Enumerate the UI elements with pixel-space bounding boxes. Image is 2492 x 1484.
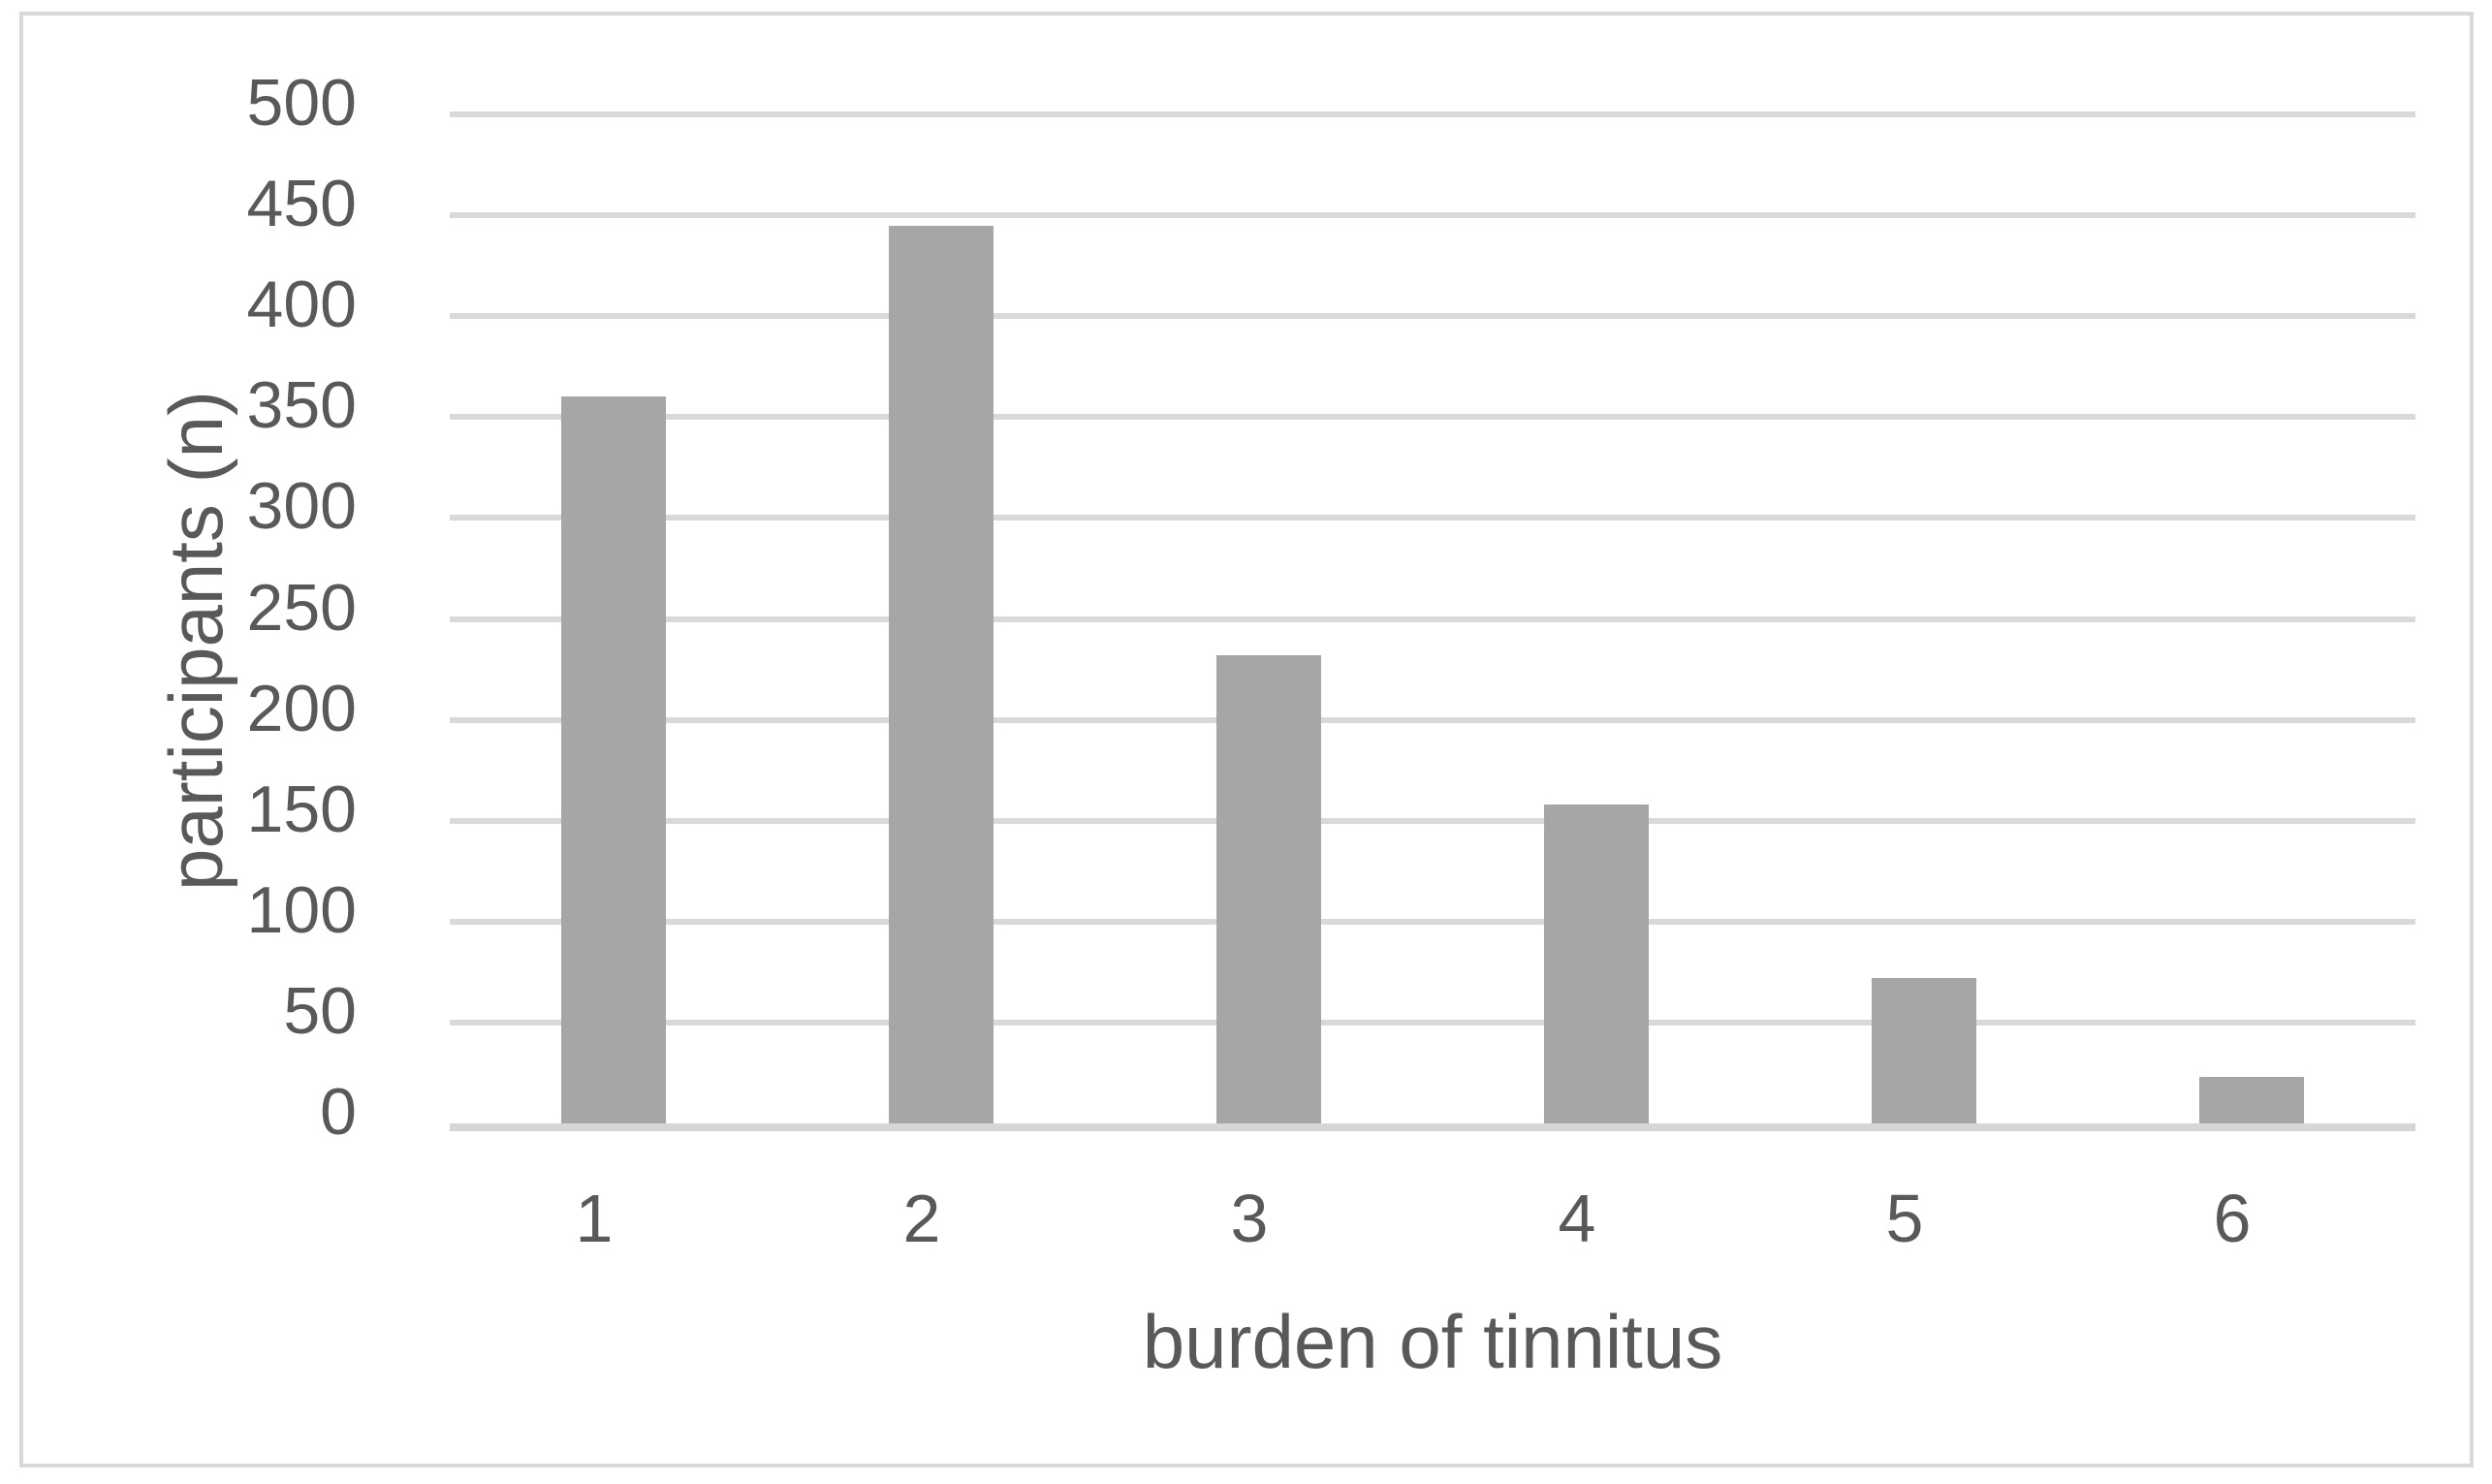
x-category-label-1: 1 bbox=[575, 1181, 614, 1256]
x-axis-line bbox=[450, 1123, 2415, 1131]
y-tick-label-350: 350 bbox=[246, 368, 357, 443]
y-tick-label-250: 250 bbox=[246, 570, 357, 645]
gridline bbox=[450, 616, 2415, 622]
y-tick-label-150: 150 bbox=[246, 772, 357, 846]
bar-category-6 bbox=[2199, 1077, 2304, 1123]
gridline bbox=[450, 212, 2415, 219]
bar-category-2 bbox=[889, 225, 994, 1123]
plot-area bbox=[450, 111, 2415, 1131]
y-tick-label-50: 50 bbox=[283, 973, 357, 1048]
gridline bbox=[450, 313, 2415, 320]
bar-category-3 bbox=[1216, 654, 1321, 1123]
bar-category-4 bbox=[1544, 805, 1649, 1123]
gridline bbox=[450, 1019, 2415, 1026]
x-category-label-3: 3 bbox=[1230, 1181, 1269, 1256]
gridline bbox=[450, 918, 2415, 925]
y-tick-label-100: 100 bbox=[246, 872, 357, 947]
y-tick-label-200: 200 bbox=[246, 671, 357, 745]
y-tick-label-0: 0 bbox=[320, 1075, 357, 1149]
y-tick-label-300: 300 bbox=[246, 469, 357, 544]
gridline bbox=[450, 515, 2415, 521]
y-tick-label-450: 450 bbox=[246, 167, 357, 241]
gridline bbox=[450, 414, 2415, 421]
gridline bbox=[450, 111, 2415, 117]
x-category-label-6: 6 bbox=[2213, 1181, 2252, 1256]
y-tick-label-500: 500 bbox=[246, 66, 357, 140]
gridline bbox=[450, 817, 2415, 824]
x-category-label-5: 5 bbox=[1885, 1181, 1924, 1256]
bar-category-1 bbox=[561, 396, 666, 1123]
x-category-label-2: 2 bbox=[902, 1181, 941, 1256]
chart-frame: participants (n) 0 50 100 150 200 250 300 350 40… bbox=[19, 12, 2474, 1468]
bar-category-5 bbox=[1872, 978, 1976, 1123]
gridline bbox=[450, 716, 2415, 723]
y-tick-label-400: 400 bbox=[246, 268, 357, 342]
x-category-label-4: 4 bbox=[1558, 1181, 1596, 1256]
x-axis-title: burden of tinnitus bbox=[1142, 1299, 1723, 1384]
